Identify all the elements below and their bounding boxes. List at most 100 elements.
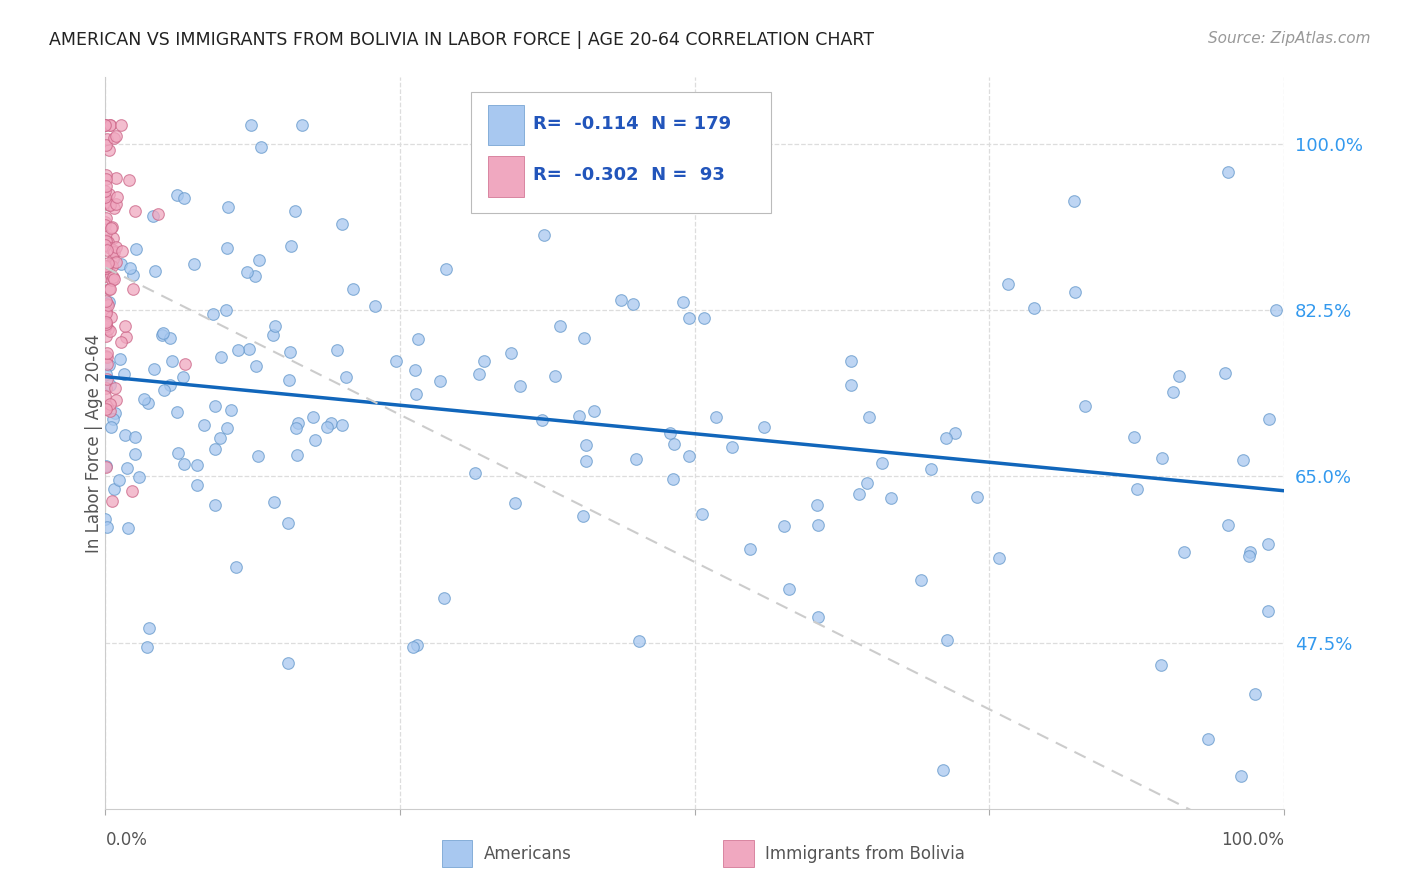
Point (1122, 430, 1144, 444)
Point (166, 405, 188, 419)
Point (121, 483, 143, 498)
Point (150, 328, 173, 343)
Point (183, 257, 205, 271)
Point (304, 434, 326, 448)
Text: Immigrants from Bolivia: Immigrants from Bolivia (765, 845, 965, 863)
Point (568, 409, 591, 424)
Point (136, 396, 159, 410)
Point (217, 421, 239, 435)
Point (166, 187, 188, 202)
Point (110, 118, 132, 132)
Bar (723, 840, 754, 867)
Point (301, 409, 323, 424)
Point (1198, 731, 1220, 746)
Point (936, 632, 959, 647)
Point (277, 656, 299, 670)
Bar (441, 840, 472, 867)
Point (291, 118, 314, 132)
Point (111, 244, 134, 258)
Point (1239, 545, 1261, 559)
Point (1150, 658, 1173, 673)
Point (280, 239, 302, 253)
Point (246, 449, 269, 463)
Point (1218, 165, 1240, 179)
Point (215, 303, 238, 318)
Point (100, 220, 122, 235)
Point (98, 197, 121, 211)
Point (738, 542, 761, 557)
Point (910, 573, 932, 587)
Point (932, 763, 955, 777)
Point (806, 498, 828, 512)
Bar (488, 105, 523, 145)
Point (1150, 451, 1173, 466)
Text: R=  -0.114  N = 179: R= -0.114 N = 179 (533, 114, 731, 133)
Point (112, 368, 135, 382)
Point (1173, 545, 1195, 559)
Point (943, 426, 966, 441)
Point (1257, 412, 1279, 426)
Point (263, 318, 285, 333)
Point (247, 252, 270, 267)
Point (94, 261, 117, 276)
Point (284, 420, 307, 434)
Point (173, 191, 195, 205)
Point (101, 252, 124, 266)
Point (94, 218, 117, 232)
Point (101, 411, 124, 425)
Point (1074, 399, 1097, 413)
Point (110, 335, 132, 350)
Text: 100.0%: 100.0% (1220, 831, 1284, 849)
Point (572, 331, 595, 345)
Point (103, 245, 125, 260)
Point (118, 173, 141, 187)
Point (94, 215, 117, 229)
Point (208, 431, 231, 445)
Point (128, 470, 150, 484)
Point (146, 207, 169, 221)
Point (263, 495, 285, 509)
Point (97, 143, 120, 157)
Point (548, 318, 571, 333)
Point (1064, 285, 1087, 299)
Point (278, 345, 301, 359)
Point (856, 476, 879, 491)
Point (204, 399, 226, 413)
Point (100, 220, 122, 235)
Point (94, 138, 117, 153)
Point (172, 369, 194, 384)
Bar (488, 156, 523, 196)
Point (1244, 687, 1267, 701)
Point (880, 491, 903, 506)
Point (105, 254, 128, 268)
Point (98, 358, 121, 372)
Point (101, 273, 124, 287)
Point (316, 420, 339, 434)
Point (100, 420, 122, 434)
Point (284, 204, 307, 219)
Point (236, 265, 259, 279)
Point (1264, 302, 1286, 317)
Point (404, 363, 426, 377)
Point (509, 379, 531, 393)
Point (159, 331, 181, 345)
Point (153, 384, 176, 398)
Point (96, 520, 118, 534)
Point (277, 373, 299, 387)
Point (96, 268, 118, 283)
Point (167, 446, 190, 460)
Point (96, 357, 118, 371)
Point (152, 326, 174, 341)
Point (997, 277, 1019, 291)
Point (935, 431, 957, 445)
Point (1232, 452, 1254, 467)
Point (96, 315, 118, 329)
Point (201, 307, 224, 321)
Point (250, 139, 273, 153)
Point (335, 369, 357, 384)
Point (807, 518, 830, 533)
Point (143, 361, 166, 376)
Point (114, 428, 136, 442)
Point (94, 294, 117, 309)
Point (226, 343, 249, 357)
